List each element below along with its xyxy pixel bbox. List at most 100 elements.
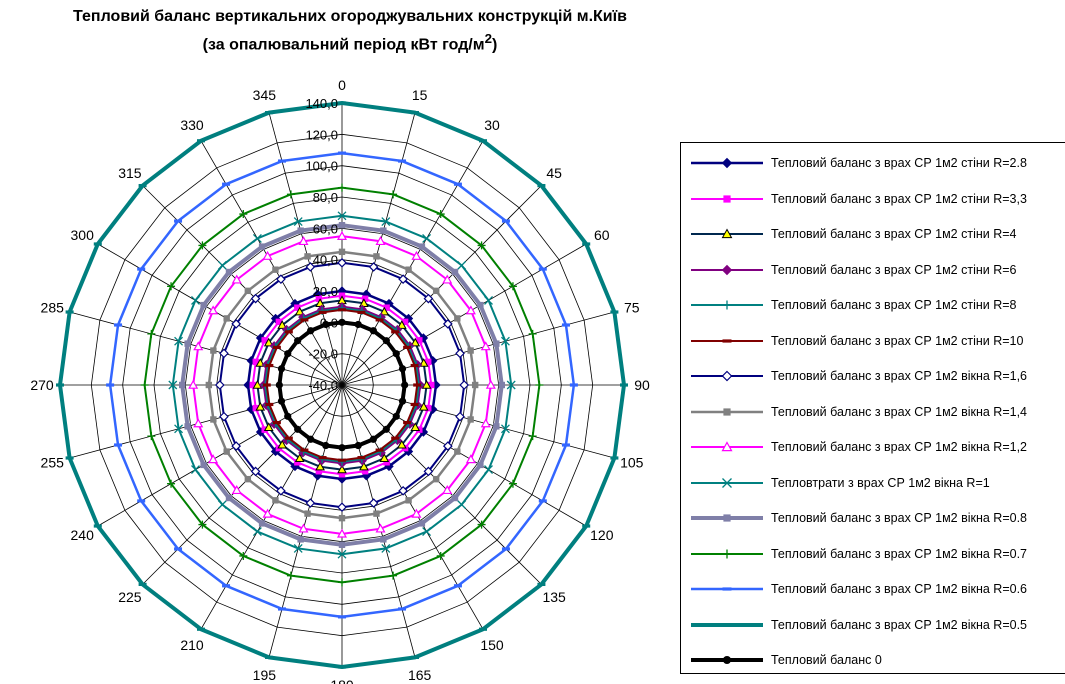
data-point xyxy=(167,479,176,488)
r-tick-label: 20,0 xyxy=(313,284,338,299)
data-point xyxy=(410,422,421,431)
data-point xyxy=(382,425,390,433)
data-point xyxy=(284,330,293,334)
data-point xyxy=(184,340,191,347)
data-point xyxy=(368,498,379,508)
data-point xyxy=(528,432,537,441)
data-point xyxy=(422,234,432,243)
data-point xyxy=(244,475,252,483)
series-15 xyxy=(275,318,409,452)
grid-spoke xyxy=(97,384,343,527)
legend-item: Тепловий баланс з врах СР 1м2 вікна R=0.… xyxy=(687,579,1047,599)
data-point xyxy=(467,347,474,354)
chart-legend: Тепловий баланс з врах СР 1м2 стіни R=2.… xyxy=(680,142,1065,674)
data-point xyxy=(193,418,204,428)
legend-label: Тепловий баланс з врах СР 1м2 вікна R=0.… xyxy=(771,546,1028,561)
chart-title: Тепловий баланс вертикальних огороджувал… xyxy=(0,6,700,56)
data-point xyxy=(338,514,346,522)
legend-item: Тепловий баланс 0 xyxy=(687,650,1047,670)
data-point xyxy=(721,264,733,275)
grid-spoke xyxy=(341,140,484,386)
data-point xyxy=(721,370,733,382)
data-point xyxy=(457,260,467,270)
data-point xyxy=(451,494,459,502)
data-point xyxy=(337,211,347,221)
data-point xyxy=(294,459,301,466)
angle-label: 30 xyxy=(484,117,500,133)
angle-label: 60 xyxy=(594,227,610,243)
data-point xyxy=(477,461,484,469)
data-point xyxy=(391,330,400,334)
data-point xyxy=(337,502,347,513)
data-point xyxy=(471,381,479,389)
data-point xyxy=(338,101,346,105)
data-point xyxy=(398,397,407,405)
data-point xyxy=(200,301,207,309)
data-point xyxy=(405,497,412,504)
data-point xyxy=(179,381,186,389)
data-point xyxy=(262,250,273,260)
data-point xyxy=(338,151,346,155)
legend-swatch xyxy=(691,477,763,488)
legend-item: Тепловий баланс з врах СР 1м2 вікна R=0.… xyxy=(687,508,1047,528)
legend-label: Тепловий баланс з врах СР 1м2 стіни R=10 xyxy=(771,333,1024,348)
data-point xyxy=(140,381,149,389)
data-point xyxy=(174,219,183,223)
data-point xyxy=(398,485,408,496)
data-point xyxy=(723,407,731,416)
data-point xyxy=(538,267,547,271)
data-point xyxy=(451,268,459,276)
data-point xyxy=(389,190,398,199)
data-point xyxy=(286,190,295,199)
data-point xyxy=(480,418,491,428)
legend-item: Тепловий баланс з врах СР 1м2 вікна R=1,… xyxy=(687,366,1047,386)
data-point xyxy=(300,318,309,322)
data-point xyxy=(205,381,213,389)
legend-swatch xyxy=(691,655,763,665)
legend-swatch xyxy=(691,338,763,343)
grid-spoke xyxy=(200,384,343,630)
data-point xyxy=(477,301,484,309)
angle-label: 240 xyxy=(71,527,95,543)
data-point xyxy=(277,365,286,373)
data-point xyxy=(284,412,292,420)
grid-spoke xyxy=(97,243,343,386)
data-point xyxy=(392,412,400,420)
legend-label: Тепловий баланс з врах СР 1м2 вікна R=0.… xyxy=(771,511,1028,525)
data-point xyxy=(231,485,242,495)
data-point xyxy=(106,383,115,387)
data-point xyxy=(410,402,419,407)
data-point xyxy=(537,582,546,587)
data-point xyxy=(375,448,384,452)
data-point xyxy=(411,508,422,518)
data-point xyxy=(138,183,147,188)
data-point xyxy=(493,423,500,430)
data-point xyxy=(275,318,283,326)
legend-label: Тепловий баланс з врах СР 1м2 вікна R=0.… xyxy=(771,582,1028,596)
angle-label: 315 xyxy=(118,165,142,181)
data-point xyxy=(418,520,426,527)
data-point xyxy=(252,234,262,243)
angle-label: 300 xyxy=(71,227,95,243)
legend-item: Тепловий баланс з врах СР 1м2 стіни R=10 xyxy=(687,331,1047,351)
data-point xyxy=(723,194,731,203)
data-point xyxy=(318,310,327,314)
legend-item: Тепловтрати з врах СР 1м2 вікна R=1 xyxy=(687,473,1047,493)
data-point xyxy=(214,380,225,390)
grid-spoke xyxy=(341,112,416,386)
data-point xyxy=(307,435,315,443)
data-point xyxy=(239,210,248,219)
data-point xyxy=(137,267,146,271)
data-point xyxy=(297,227,304,234)
data-point xyxy=(231,274,242,284)
data-point xyxy=(582,524,591,528)
data-point xyxy=(250,293,261,304)
data-point xyxy=(418,243,426,250)
data-point xyxy=(337,257,347,268)
r-tick-label: 40,0 xyxy=(313,253,338,268)
legend-swatch xyxy=(691,157,763,169)
data-point xyxy=(338,471,346,478)
data-point xyxy=(361,468,369,475)
data-point xyxy=(368,262,379,272)
legend-item: Тепловий баланс з врах СР 1м2 вікна R=1,… xyxy=(687,402,1047,422)
